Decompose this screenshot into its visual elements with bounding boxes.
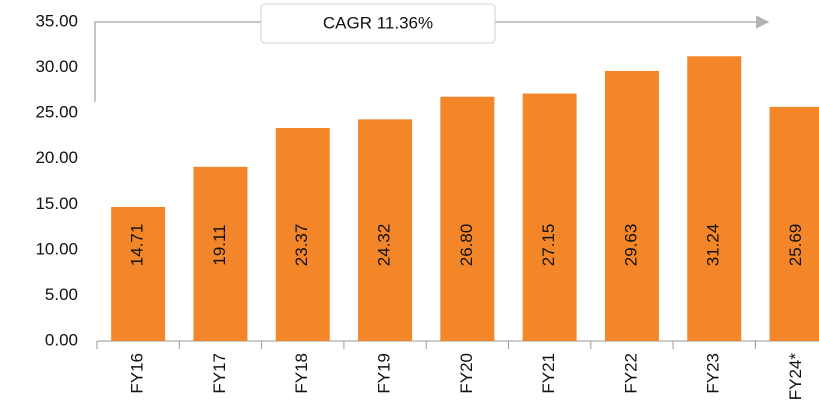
x-tick-label: FY18 [292,353,311,394]
bar [604,70,659,341]
x-tick-label: FY20 [457,353,476,394]
bar-label: 25.69 [786,224,805,267]
bar-label: 14.71 [128,224,147,267]
x-tick-label: FY23 [704,353,723,394]
bar-label: 26.80 [457,224,476,267]
bar [111,206,166,341]
y-tick-label: 15.00 [35,194,78,213]
cagr-arrow [94,15,770,102]
x-tick-label: FY19 [375,353,394,394]
y-tick-label: 0.00 [45,330,78,349]
bar [440,96,495,341]
cagr-box [260,3,496,44]
bar-label: 31.24 [704,224,723,267]
x-tick-label: FY22 [621,353,640,394]
y-tick-label: 20.00 [35,148,78,167]
y-tick-label: 25.00 [35,103,78,122]
bar [769,106,819,341]
bar [522,93,577,341]
bar [358,119,413,341]
bar-label: 29.63 [621,224,640,267]
x-tick-label: FY17 [210,353,229,394]
bar-label: 27.15 [539,224,558,267]
bar [687,56,742,341]
bar [193,166,248,341]
y-tick-label: 10.00 [35,239,78,258]
bar-label: 23.37 [292,224,311,267]
bar [275,127,330,341]
bar-label: 19.11 [210,224,229,265]
y-tick-label: 5.00 [45,285,78,304]
cagr-label: CAGR 11.36% [323,13,433,32]
x-tick-label: FY21 [539,353,558,394]
x-tick-label: FY24* [786,353,805,401]
y-tick-label: 30.00 [35,57,78,76]
bar-label: 24.32 [375,224,394,267]
x-tick-label: FY16 [128,353,147,394]
y-tick-label: 35.00 [35,11,78,30]
